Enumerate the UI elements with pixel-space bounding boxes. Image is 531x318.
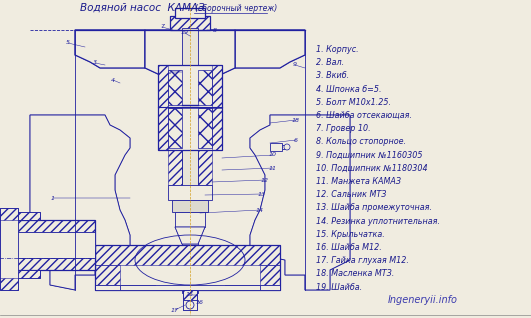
Text: 14. Резинка уплотнительная.: 14. Резинка уплотнительная. — [316, 217, 440, 225]
Text: 6: 6 — [294, 137, 298, 142]
Text: 15: 15 — [186, 293, 194, 298]
Bar — [168, 185, 212, 200]
Text: 4. Шпонка б=5.: 4. Шпонка б=5. — [316, 85, 381, 93]
Bar — [95, 285, 155, 290]
Text: 9. Подшипник №1160305: 9. Подшипник №1160305 — [316, 151, 423, 160]
Bar — [0, 208, 18, 290]
Text: 6. Шайба отсекающая.: 6. Шайба отсекающая. — [316, 111, 412, 120]
Text: 10. Подшипник №1180304: 10. Подшипник №1180304 — [316, 164, 427, 173]
Text: 19. Шайба.: 19. Шайба. — [316, 283, 362, 292]
Text: 1. Корпус.: 1. Корпус. — [316, 45, 358, 54]
Polygon shape — [235, 30, 305, 68]
Text: 17: 17 — [171, 308, 179, 313]
Text: 11. Манжета КАМАЗ: 11. Манжета КАМАЗ — [316, 177, 401, 186]
Bar — [182, 28, 198, 293]
Text: 11: 11 — [269, 165, 277, 170]
Text: 3: 3 — [93, 60, 97, 66]
Text: 7: 7 — [160, 24, 164, 30]
Bar — [158, 65, 222, 150]
Text: Ingeneryii.info: Ingeneryii.info — [388, 295, 458, 305]
Text: 2: 2 — [168, 70, 172, 74]
Text: 4: 4 — [111, 78, 115, 82]
Text: 13. Шайба промежуточная.: 13. Шайба промежуточная. — [316, 204, 432, 212]
Text: 12: 12 — [261, 177, 269, 183]
Text: 9: 9 — [293, 63, 297, 67]
Polygon shape — [30, 115, 130, 290]
Bar — [175, 212, 205, 227]
Text: 17. Гайка глухая М12.: 17. Гайка глухая М12. — [316, 256, 409, 265]
Polygon shape — [250, 115, 350, 290]
Bar — [95, 245, 280, 290]
Bar — [282, 145, 288, 149]
Text: 2. Вал.: 2. Вал. — [316, 58, 344, 67]
Text: 16: 16 — [196, 301, 204, 306]
Bar — [225, 285, 280, 290]
Polygon shape — [145, 30, 235, 105]
Text: 5: 5 — [66, 40, 70, 45]
Bar — [183, 290, 197, 310]
Text: 15. Крыльчатка.: 15. Крыльчатка. — [316, 230, 385, 239]
Text: 1: 1 — [51, 196, 55, 201]
Polygon shape — [175, 227, 205, 244]
Text: 18. Масленка МТЗ.: 18. Масленка МТЗ. — [316, 269, 394, 278]
Text: 14: 14 — [256, 208, 264, 212]
Bar — [170, 16, 210, 30]
Text: 7. Гровер 10.: 7. Гровер 10. — [316, 124, 371, 133]
Text: 8: 8 — [213, 27, 217, 32]
Bar — [120, 285, 260, 290]
Bar — [270, 143, 282, 151]
Text: 8. Кольцо стопорное.: 8. Кольцо стопорное. — [316, 137, 406, 146]
Text: 5. Болт М10х1.25.: 5. Болт М10х1.25. — [316, 98, 391, 107]
Text: 10: 10 — [269, 153, 277, 157]
Bar — [0, 220, 95, 270]
Text: (сборочный чертеж): (сборочный чертеж) — [195, 4, 277, 13]
Text: 13: 13 — [258, 191, 266, 197]
Bar — [172, 200, 208, 212]
Bar — [175, 8, 205, 18]
Text: 16. Шайба М12.: 16. Шайба М12. — [316, 243, 382, 252]
Bar — [0, 232, 95, 258]
Text: 12. Сальник МТЗ: 12. Сальник МТЗ — [316, 190, 387, 199]
Text: 19: 19 — [181, 31, 189, 36]
Text: 3. Вкиб.: 3. Вкиб. — [316, 72, 349, 80]
Circle shape — [284, 144, 290, 150]
Text: 18: 18 — [292, 117, 300, 122]
Text: Водяной насос  КАМАЗ: Водяной насос КАМАЗ — [80, 3, 205, 13]
Bar — [0, 270, 40, 278]
Polygon shape — [75, 30, 145, 68]
Bar — [183, 300, 197, 310]
Bar — [0, 212, 40, 220]
